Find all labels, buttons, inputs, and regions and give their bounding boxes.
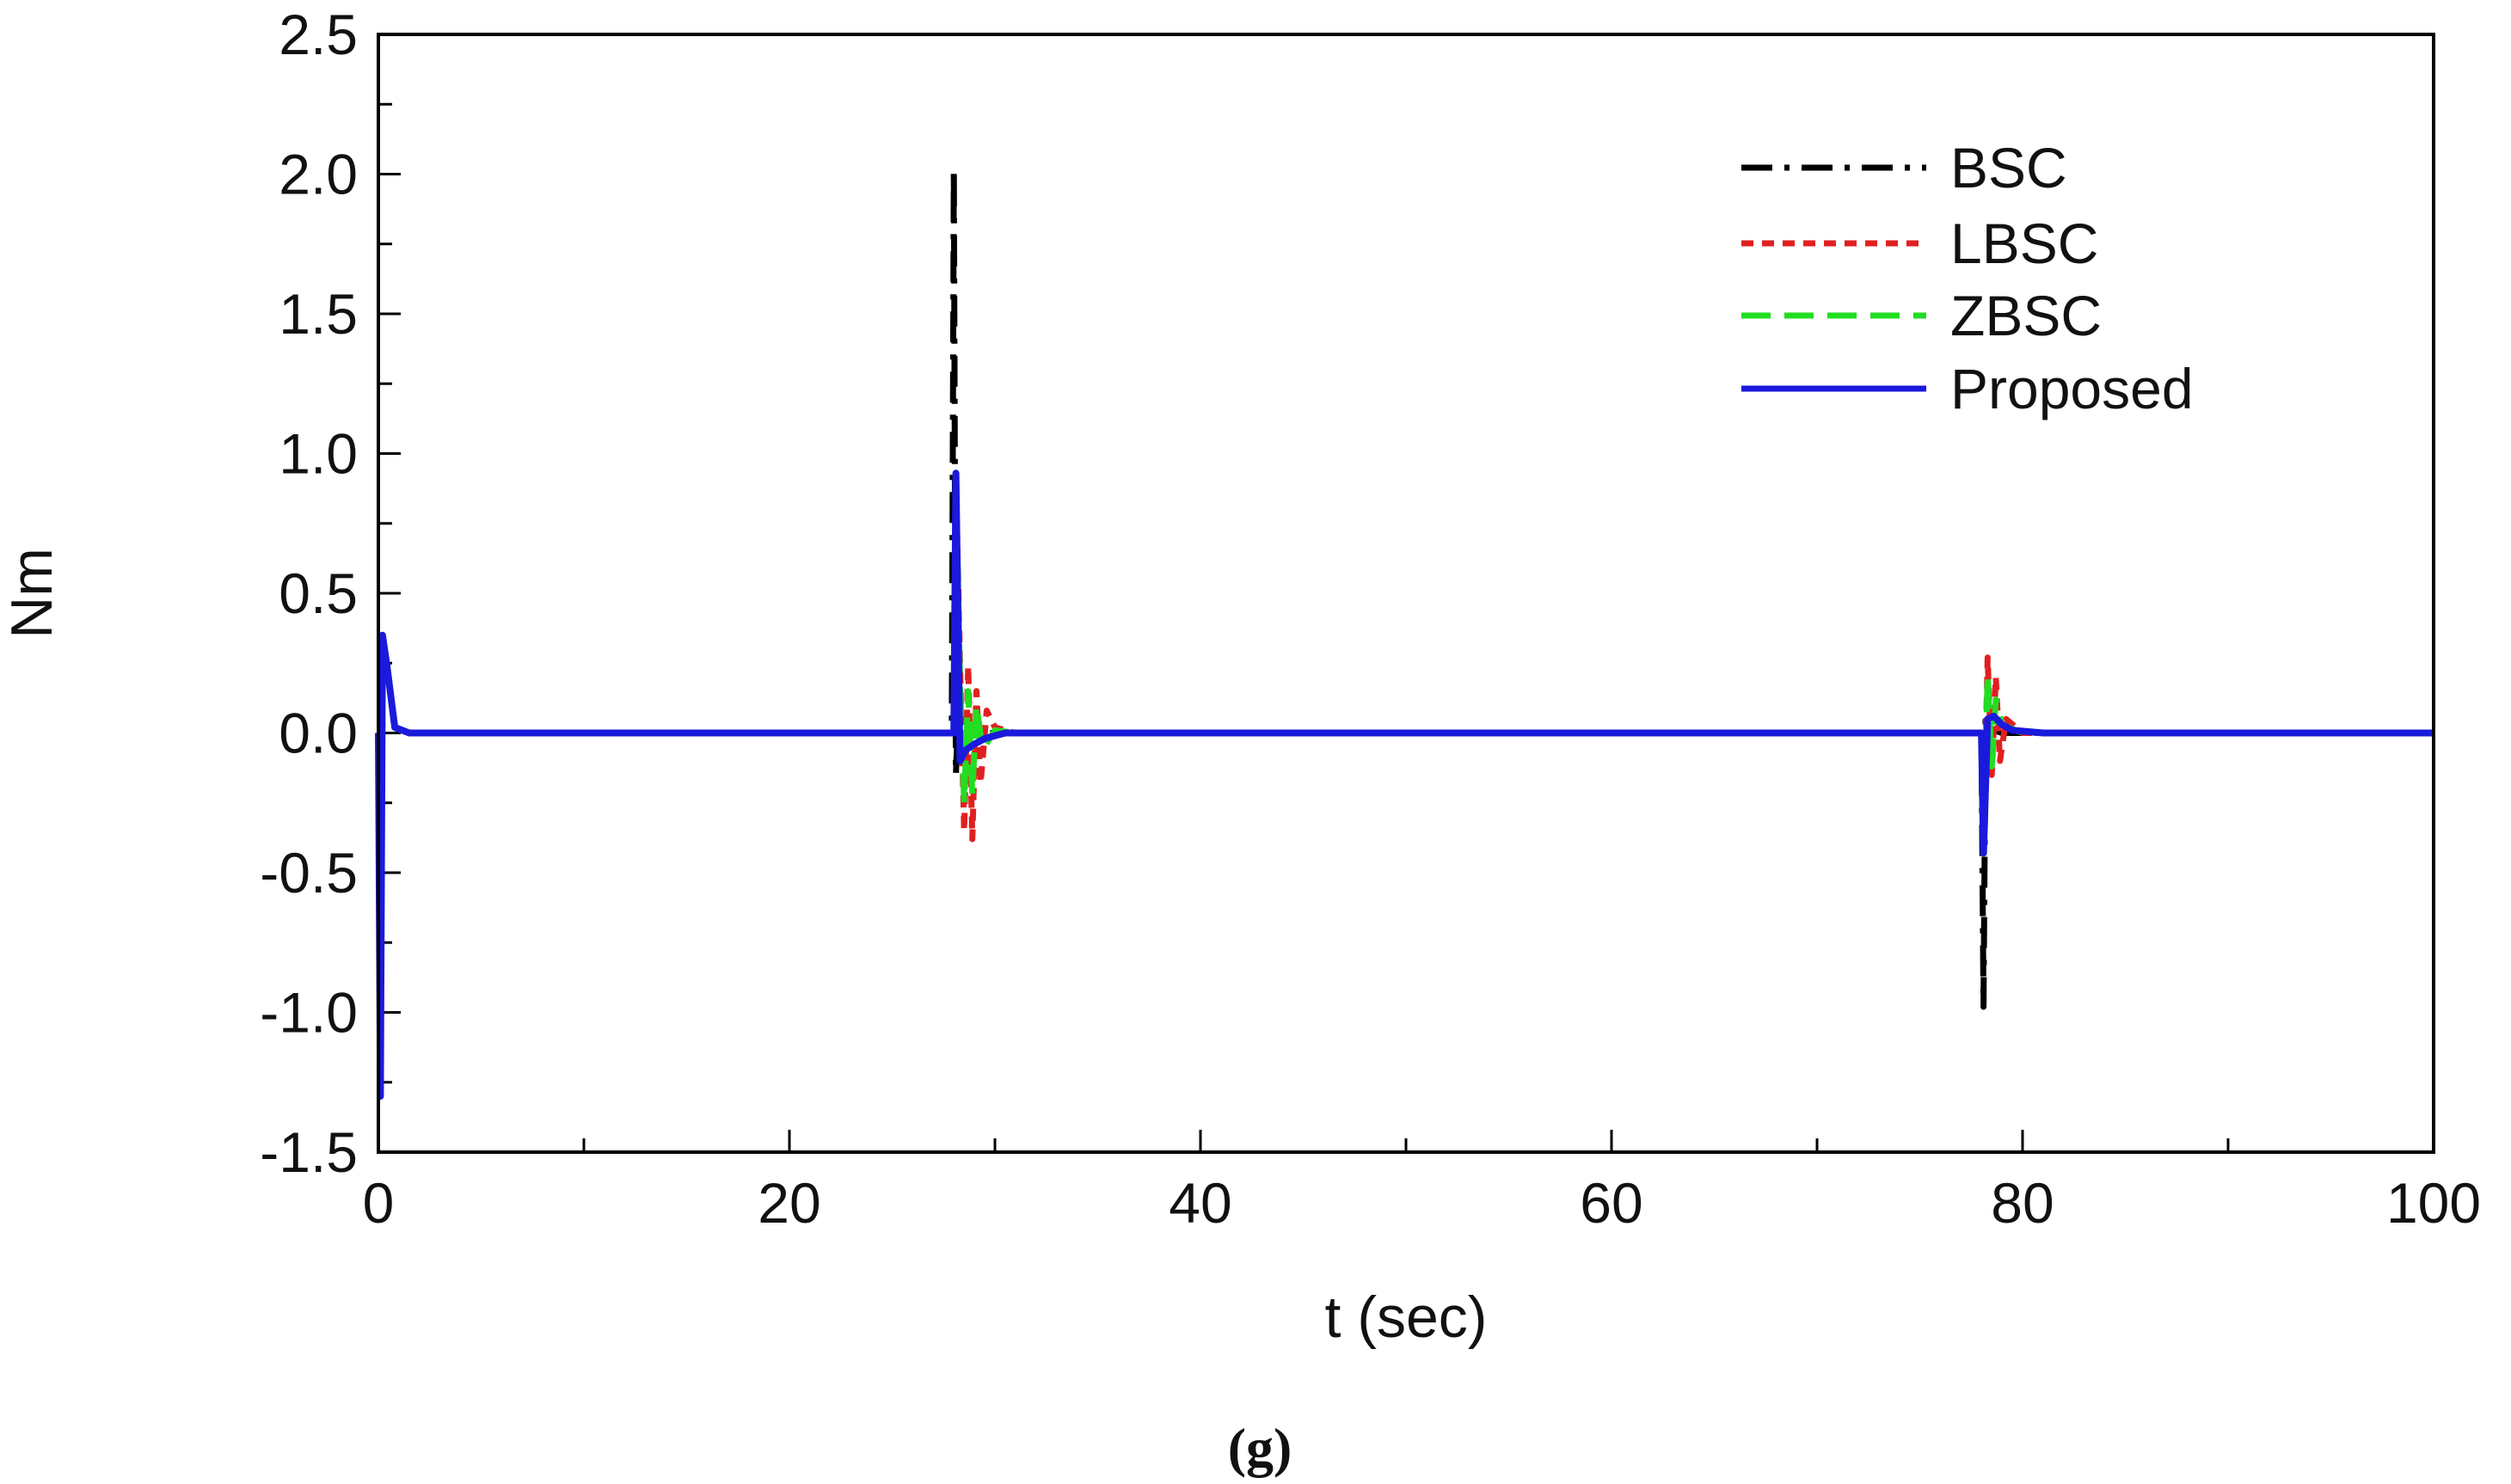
x-tick-label: 80 [1991,1171,2054,1235]
y-tick-label: 1.0 [279,422,358,486]
y-tick-label: -0.5 [260,841,358,905]
legend: BSC LBSC ZBSC Proposed [1741,136,2194,420]
x-tick-label: 40 [1169,1171,1231,1235]
y-tick-label: 0.0 [279,702,358,765]
y-tick-label: 2.0 [279,143,358,206]
legend-label-zbsc: ZBSC [1950,284,2102,347]
series-line-proposed [375,469,2434,1100]
legend-label-bsc: BSC [1950,136,2067,199]
x-tick-label: 0 [363,1171,395,1235]
plot-area-frame [377,33,2435,1154]
tick-labels: 0 20 40 60 80 100 -1.5 -1.0 -0.5 0.0 0.5 1.0 1.5 2.0 2… [260,3,2481,1235]
x-axis-title: t (sec) [1325,1285,1488,1350]
legend-label-lbsc: LBSC [1950,212,2098,275]
y-tick-label: 0.5 [279,561,358,625]
series-layer [375,165,2434,1100]
y-tick-label: 1.5 [279,282,358,346]
y-tick-label: 2.5 [279,3,358,66]
figure-caption: (g) [1228,1417,1292,1478]
y-axis-title: Nm [0,548,64,639]
x-tick-label: 20 [758,1171,820,1235]
x-tick-label: 100 [2386,1171,2481,1235]
x-tick-label: 60 [1580,1171,1642,1235]
y-tick-label: -1.5 [260,1120,358,1184]
legend-label-proposed: Proposed [1950,357,2194,420]
y-tick-label: -1.0 [260,981,358,1045]
